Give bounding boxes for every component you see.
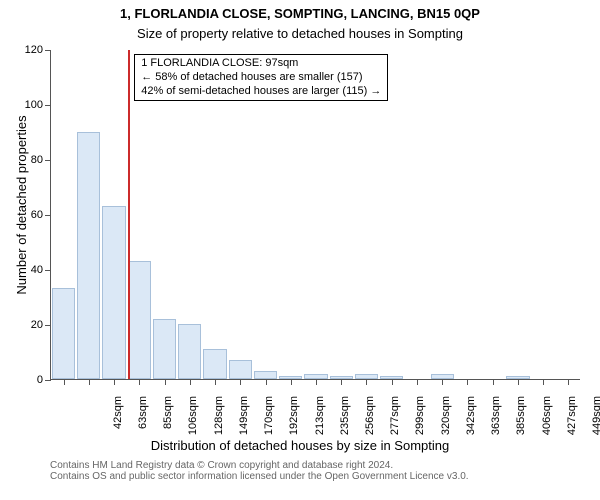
footer-line1: Contains HM Land Registry data © Crown c… [50,460,469,471]
x-tick [190,379,191,385]
x-tick [64,379,65,385]
x-tick [291,379,292,385]
histogram-bar [153,319,176,380]
x-tick [518,379,519,385]
histogram-bar [178,324,201,379]
histogram-bar [128,261,151,379]
x-tick [341,379,342,385]
y-tick-label: 20 [31,319,43,331]
x-tick [266,379,267,385]
y-tick [45,160,51,162]
histogram-bar [254,371,277,379]
x-tick [215,379,216,385]
x-tick [392,379,393,385]
x-tick [493,379,494,385]
y-tick [45,380,51,382]
chart-title-line1: 1, FLORLANDIA CLOSE, SOMPTING, LANCING, … [0,6,600,21]
histogram-bar [102,206,125,379]
x-tick [114,379,115,385]
x-tick [165,379,166,385]
annotation-box: 1 FLORLANDIA CLOSE: 97sqm← 58% of detach… [134,54,388,101]
x-tick [240,379,241,385]
x-tick [543,379,544,385]
x-tick [89,379,90,385]
y-tick [45,270,51,272]
annotation-line: 42% of semi-detached houses are larger (… [141,85,381,99]
histogram-bar [52,288,75,379]
annotation-line: 1 FLORLANDIA CLOSE: 97sqm [141,57,381,71]
x-tick [417,379,418,385]
x-tick [467,379,468,385]
x-tick [568,379,569,385]
y-axis-label: Number of detached properties [14,95,29,315]
y-tick [45,325,51,327]
x-tick [366,379,367,385]
y-tick [45,105,51,107]
footer-attribution: Contains HM Land Registry data © Crown c… [50,460,469,482]
y-tick [45,215,51,217]
histogram-bar [77,132,100,380]
reference-line [128,50,130,379]
y-tick [45,50,51,52]
chart-title-line2: Size of property relative to detached ho… [0,26,600,41]
x-axis-label: Distribution of detached houses by size … [0,438,600,453]
histogram-bar [229,360,252,379]
y-tick-label: 120 [25,44,43,56]
x-tick [316,379,317,385]
chart-container: 1, FLORLANDIA CLOSE, SOMPTING, LANCING, … [0,0,600,500]
histogram-bar [203,349,226,379]
x-tick [139,379,140,385]
y-tick-label: 40 [31,264,43,276]
y-tick-label: 60 [31,209,43,221]
y-tick-label: 0 [37,374,43,386]
y-tick-label: 80 [31,154,43,166]
annotation-line: ← 58% of detached houses are smaller (15… [141,71,381,85]
x-tick [442,379,443,385]
footer-line2: Contains OS and public sector informatio… [50,471,469,482]
